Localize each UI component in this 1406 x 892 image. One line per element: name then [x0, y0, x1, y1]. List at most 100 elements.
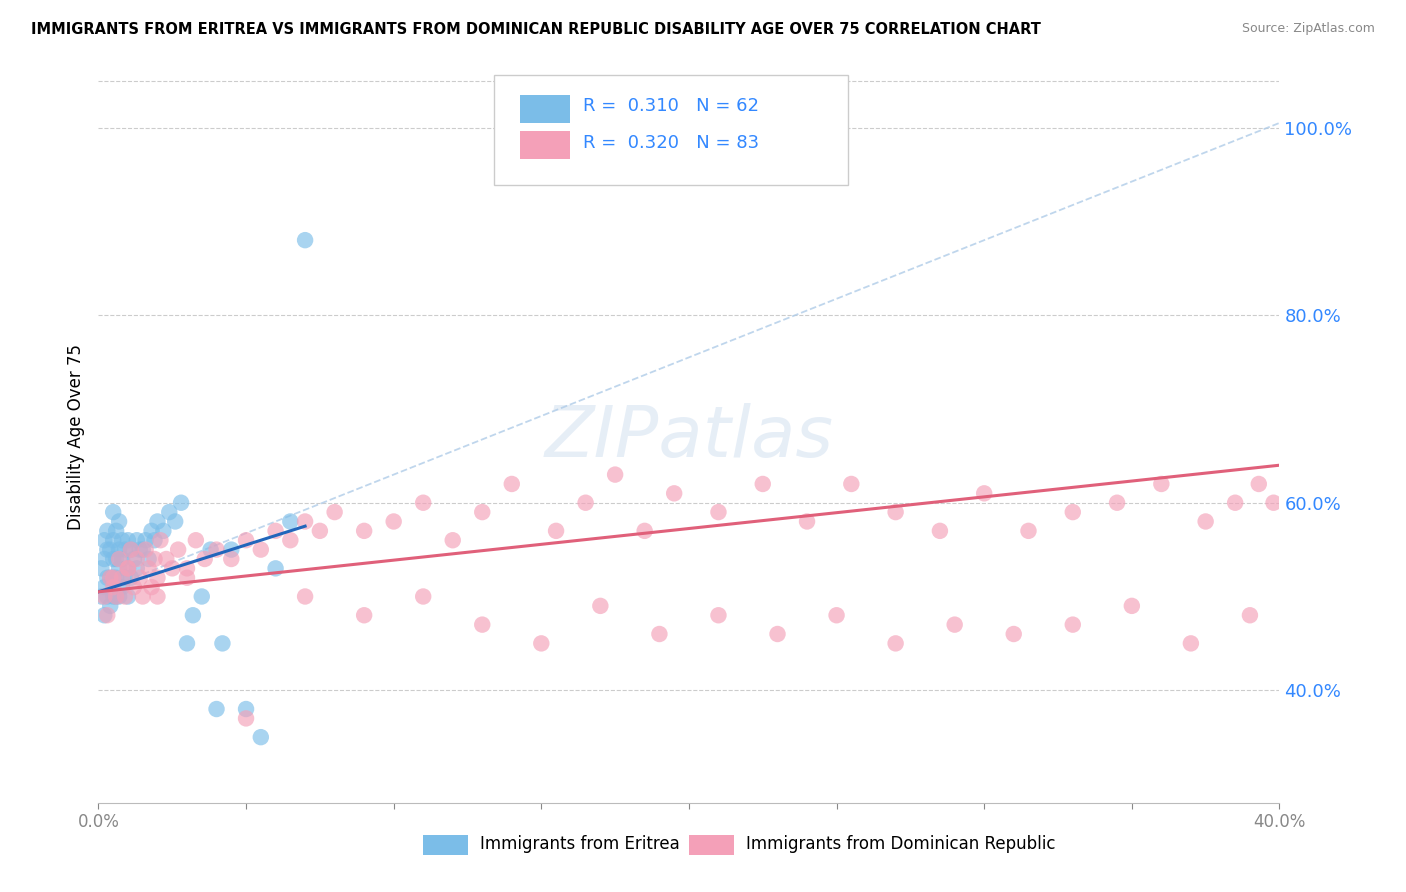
- Point: [1195, 515, 1218, 529]
- Point: [176, 636, 198, 650]
- Point: [117, 561, 139, 575]
- Point: [1239, 608, 1261, 623]
- Point: [200, 542, 222, 557]
- Point: [1247, 477, 1270, 491]
- FancyBboxPatch shape: [689, 835, 734, 855]
- Point: [766, 627, 789, 641]
- Point: [120, 571, 142, 585]
- Point: [1107, 496, 1129, 510]
- Point: [280, 533, 302, 548]
- Point: [353, 524, 375, 538]
- Point: [138, 561, 160, 575]
- Point: [135, 542, 157, 557]
- Point: [176, 571, 198, 585]
- Point: [143, 533, 166, 548]
- Point: [108, 561, 131, 575]
- Text: Source: ZipAtlas.com: Source: ZipAtlas.com: [1241, 22, 1375, 36]
- Point: [103, 533, 125, 548]
- Point: [264, 561, 287, 575]
- Point: [149, 533, 172, 548]
- Point: [111, 533, 134, 548]
- Point: [98, 599, 121, 613]
- Point: [664, 486, 686, 500]
- Point: [162, 561, 183, 575]
- Point: [1018, 524, 1040, 538]
- Text: Immigrants from Dominican Republic: Immigrants from Dominican Republic: [745, 836, 1054, 854]
- Point: [96, 608, 118, 623]
- Point: [105, 524, 128, 538]
- Point: [108, 552, 131, 566]
- Point: [589, 599, 612, 613]
- Point: [98, 571, 121, 585]
- Point: [103, 505, 125, 519]
- Point: [122, 580, 145, 594]
- Point: [194, 552, 217, 566]
- Point: [221, 542, 243, 557]
- Point: [323, 505, 346, 519]
- Point: [146, 590, 169, 604]
- Text: IMMIGRANTS FROM ERITREA VS IMMIGRANTS FROM DOMINICAN REPUBLIC DISABILITY AGE OVE: IMMIGRANTS FROM ERITREA VS IMMIGRANTS FR…: [31, 22, 1040, 37]
- Point: [929, 524, 952, 538]
- Point: [884, 636, 907, 650]
- Point: [96, 590, 118, 604]
- Point: [796, 515, 818, 529]
- Point: [114, 542, 136, 557]
- Point: [530, 636, 553, 650]
- Point: [184, 533, 207, 548]
- Point: [125, 533, 148, 548]
- Point: [108, 515, 131, 529]
- Point: [105, 552, 128, 566]
- Point: [120, 542, 142, 557]
- Point: [211, 636, 233, 650]
- Point: [471, 505, 494, 519]
- Point: [191, 590, 214, 604]
- Point: [138, 552, 160, 566]
- Point: [382, 515, 405, 529]
- Y-axis label: Disability Age Over 75: Disability Age Over 75: [66, 344, 84, 530]
- Point: [707, 608, 730, 623]
- Point: [412, 590, 434, 604]
- Point: [841, 477, 863, 491]
- Point: [98, 571, 121, 585]
- Point: [176, 561, 198, 575]
- Point: [264, 524, 287, 538]
- Point: [205, 542, 228, 557]
- Point: [93, 580, 115, 594]
- Point: [108, 590, 131, 604]
- Point: [294, 515, 316, 529]
- Point: [117, 590, 139, 604]
- Point: [167, 542, 190, 557]
- Point: [471, 617, 494, 632]
- Point: [93, 590, 115, 604]
- Point: [707, 505, 730, 519]
- Point: [132, 590, 155, 604]
- Point: [155, 552, 177, 566]
- Point: [250, 730, 273, 744]
- Point: [111, 571, 134, 585]
- Point: [294, 233, 316, 247]
- Point: [575, 496, 598, 510]
- Point: [501, 477, 523, 491]
- Point: [1150, 477, 1173, 491]
- Point: [103, 552, 125, 566]
- Point: [93, 552, 115, 566]
- Point: [1062, 505, 1084, 519]
- Point: [122, 552, 145, 566]
- Text: R =  0.320   N = 83: R = 0.320 N = 83: [582, 134, 759, 152]
- Point: [165, 515, 187, 529]
- Point: [96, 542, 118, 557]
- Point: [128, 571, 150, 585]
- Point: [157, 505, 180, 519]
- Point: [98, 542, 121, 557]
- Point: [93, 533, 115, 548]
- Point: [221, 552, 243, 566]
- Point: [235, 711, 257, 725]
- Point: [1121, 599, 1143, 613]
- FancyBboxPatch shape: [520, 131, 569, 159]
- Point: [752, 477, 775, 491]
- Point: [1225, 496, 1247, 510]
- Point: [143, 552, 166, 566]
- Point: [111, 580, 134, 594]
- Point: [309, 524, 332, 538]
- Point: [105, 571, 128, 585]
